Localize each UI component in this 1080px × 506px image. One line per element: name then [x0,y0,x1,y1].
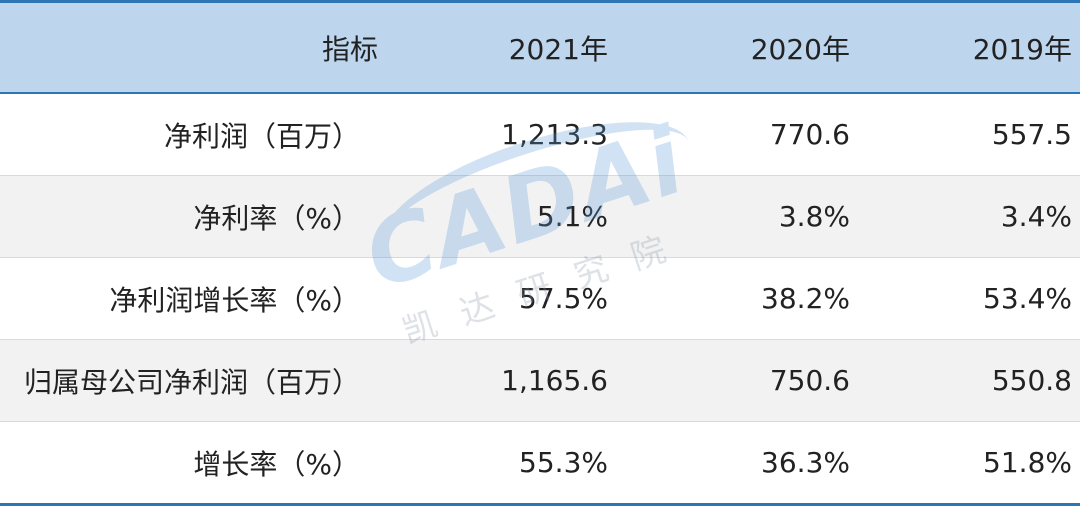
header-indicator: 指标 [321,32,378,66]
row-label: 净利润（百万） [163,119,360,153]
row-label: 增长率（%） [193,447,360,481]
row-label: 净利率（%） [193,201,360,235]
cell-2019: 3.4% [1000,200,1072,233]
header-2019: 2019年 [972,32,1072,66]
table-row: 归属母公司净利润（百万） 1,165.6 750.6 550.8 [0,340,1080,422]
cell-2020: 770.6 [769,118,850,151]
cell-2020: 38.2% [761,282,850,315]
cell-2019: 557.5 [991,118,1072,151]
cell-2021: 55.3% [519,446,608,479]
cell-2021: 1,213.3 [501,118,608,151]
cell-2020: 750.6 [769,364,850,397]
table-row: 增长率（%） 55.3% 36.3% 51.8% [0,422,1080,506]
cell-2019: 53.4% [983,282,1072,315]
header-row: 指标 2021年 2020年 2019年 [0,0,1080,94]
cell-2021: 1,165.6 [501,364,608,397]
row-label: 归属母公司净利润（百万） [23,365,360,399]
cell-2019: 550.8 [991,364,1072,397]
cell-2019: 51.8% [983,446,1072,479]
cell-2020: 36.3% [761,446,850,479]
table-row: 净利润增长率（%） 57.5% 38.2% 53.4% [0,258,1080,340]
cell-2021: 57.5% [519,282,608,315]
table-row: 净利润（百万） 1,213.3 770.6 557.5 [0,94,1080,176]
table-row: 净利率（%） 5.1% 3.8% 3.4% [0,176,1080,258]
row-label: 净利润增长率（%） [109,283,360,317]
cell-2021: 5.1% [536,200,608,233]
cell-2020: 3.8% [778,200,850,233]
header-2021: 2021年 [508,32,608,66]
header-2020: 2020年 [750,32,850,66]
